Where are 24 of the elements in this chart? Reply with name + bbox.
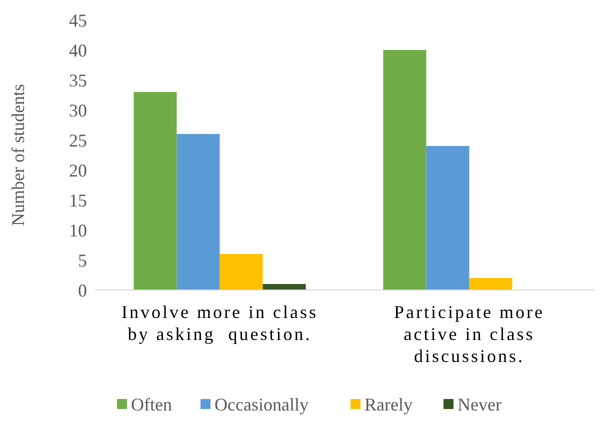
y-tick-label: 20 (69, 160, 87, 180)
y-tick-label: 0 (78, 280, 87, 300)
y-tick-label: 15 (69, 190, 87, 210)
bar (469, 278, 512, 290)
x-tick-label: Participate more active in class discussions. (394, 302, 544, 366)
legend-label: Rarely (364, 394, 412, 414)
legend-label: Never (458, 394, 502, 414)
bar (262, 284, 306, 290)
legend-label: Occasionally (214, 394, 308, 414)
y-tick-label: 5 (78, 250, 87, 270)
bar (134, 92, 177, 290)
x-tick-label: Involve more in class by asking question. (122, 302, 318, 344)
bar (383, 50, 426, 290)
bar (176, 134, 220, 290)
bar (220, 254, 263, 290)
y-tick-label: 30 (69, 100, 87, 120)
y-tick-label: 10 (69, 220, 87, 240)
y-tick-label: 45 (69, 10, 87, 30)
y-tick-label: 35 (69, 70, 87, 90)
bar (426, 146, 470, 290)
y-tick-label: 40 (69, 40, 87, 60)
y-tick-label: 25 (69, 130, 87, 150)
y-axis-title: Number of students (8, 84, 28, 226)
legend-label: Often (131, 394, 172, 414)
